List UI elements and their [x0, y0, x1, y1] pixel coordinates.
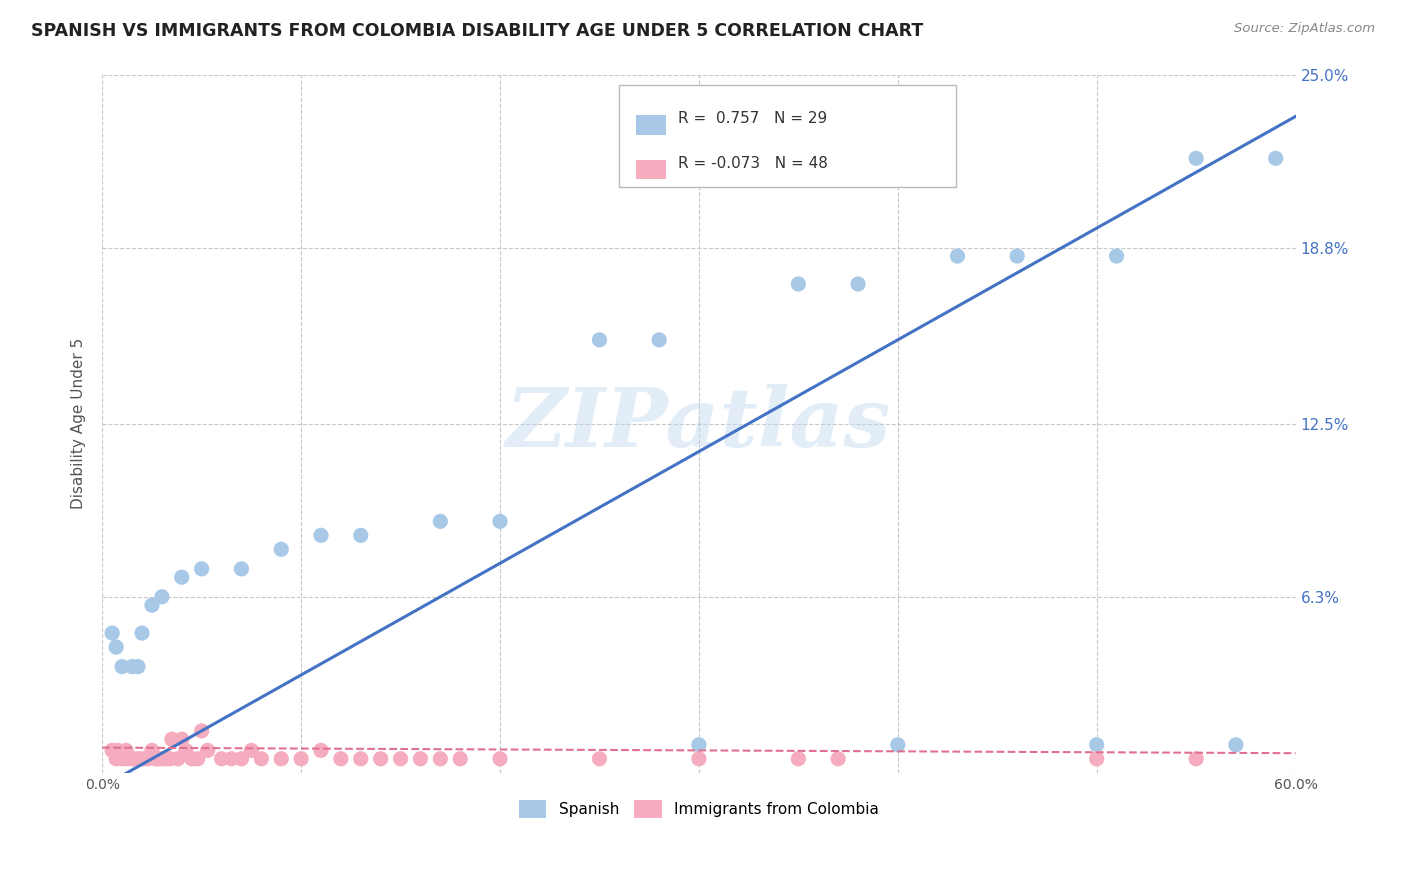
- Point: [221, 752, 243, 766]
- Point: [160, 732, 183, 747]
- Point: [231, 562, 253, 576]
- Point: [827, 752, 849, 766]
- Point: [846, 277, 869, 291]
- Point: [1105, 249, 1128, 263]
- Point: [122, 752, 145, 766]
- Point: [1085, 752, 1108, 766]
- Point: [231, 752, 253, 766]
- Point: [489, 515, 512, 529]
- Point: [309, 743, 332, 757]
- Legend: Spanish, Immigrants from Colombia: Spanish, Immigrants from Colombia: [513, 794, 884, 824]
- Point: [135, 752, 157, 766]
- Point: [350, 528, 373, 542]
- Point: [141, 743, 163, 757]
- Point: [688, 752, 710, 766]
- Point: [166, 752, 188, 766]
- Point: [1185, 151, 1208, 165]
- Text: ZIPatlas: ZIPatlas: [506, 384, 891, 464]
- Point: [131, 626, 153, 640]
- Point: [370, 752, 392, 766]
- Point: [107, 743, 129, 757]
- Point: [787, 277, 810, 291]
- Text: Source: ZipAtlas.com: Source: ZipAtlas.com: [1234, 22, 1375, 36]
- Point: [136, 752, 159, 766]
- Point: [121, 752, 143, 766]
- Point: [270, 752, 292, 766]
- Point: [127, 659, 149, 673]
- Point: [170, 570, 193, 584]
- Point: [270, 542, 292, 557]
- Point: [111, 752, 134, 766]
- Point: [429, 752, 451, 766]
- Point: [309, 528, 332, 542]
- Point: [150, 590, 173, 604]
- Y-axis label: Disability Age Under 5: Disability Age Under 5: [72, 338, 86, 509]
- Point: [1185, 752, 1208, 766]
- Point: [127, 752, 149, 766]
- Point: [121, 659, 143, 673]
- Point: [145, 752, 167, 766]
- Point: [197, 743, 219, 757]
- Point: [946, 249, 969, 263]
- Point: [1225, 738, 1247, 752]
- Point: [155, 752, 177, 766]
- Point: [105, 640, 128, 654]
- Point: [240, 743, 263, 757]
- Point: [150, 752, 173, 766]
- Point: [159, 752, 181, 766]
- Point: [250, 752, 273, 766]
- Point: [409, 752, 432, 766]
- Point: [688, 738, 710, 752]
- Point: [1005, 249, 1028, 263]
- Text: SPANISH VS IMMIGRANTS FROM COLOMBIA DISABILITY AGE UNDER 5 CORRELATION CHART: SPANISH VS IMMIGRANTS FROM COLOMBIA DISA…: [31, 22, 924, 40]
- Point: [131, 752, 153, 766]
- Point: [174, 743, 197, 757]
- Point: [105, 752, 128, 766]
- Text: R =  0.757   N = 29: R = 0.757 N = 29: [678, 112, 827, 126]
- Point: [389, 752, 412, 766]
- Point: [190, 723, 212, 738]
- Text: R = -0.073   N = 48: R = -0.073 N = 48: [678, 156, 828, 170]
- Point: [887, 738, 910, 752]
- Point: [111, 659, 134, 673]
- Point: [190, 562, 212, 576]
- Point: [187, 752, 209, 766]
- Point: [588, 333, 610, 347]
- Point: [170, 732, 193, 747]
- Point: [180, 752, 202, 766]
- Point: [1085, 738, 1108, 752]
- Point: [350, 752, 373, 766]
- Point: [329, 752, 352, 766]
- Point: [101, 626, 124, 640]
- Point: [141, 598, 163, 612]
- Point: [429, 515, 451, 529]
- Point: [115, 743, 138, 757]
- Point: [211, 752, 233, 766]
- Point: [787, 752, 810, 766]
- Point: [117, 752, 139, 766]
- Point: [588, 752, 610, 766]
- Point: [290, 752, 312, 766]
- Point: [101, 743, 124, 757]
- Point: [648, 333, 671, 347]
- Point: [449, 752, 471, 766]
- Point: [489, 752, 512, 766]
- Point: [146, 752, 169, 766]
- Point: [1264, 151, 1286, 165]
